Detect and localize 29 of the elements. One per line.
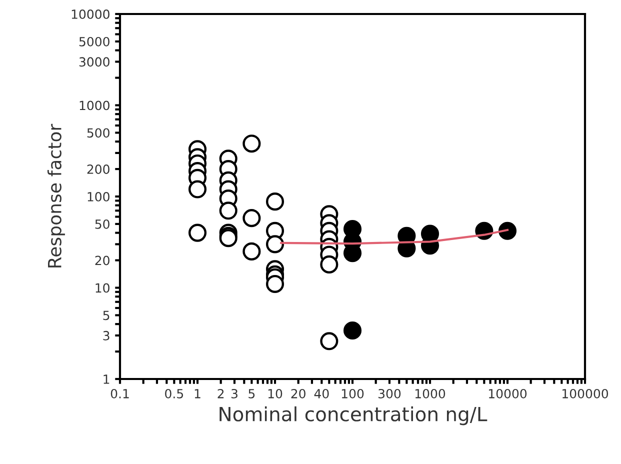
y-tick-label: 5000: [79, 36, 110, 46]
x-tick-label: 0.5: [165, 388, 184, 398]
x-tick-label: 20: [291, 388, 306, 398]
x-tick-label: 3: [231, 388, 238, 398]
x-tick-label: 5: [248, 389, 255, 398]
x-axis-title: Nominal concentration ng/L: [220, 406, 488, 426]
y-tick-label: 20: [95, 256, 110, 266]
y-tick-label: 3000: [79, 57, 110, 67]
y-tick-label: 50: [95, 219, 110, 229]
y-tick-label: 200: [87, 164, 110, 174]
y-tick-label: 100: [88, 192, 110, 202]
y-axis-title: Response factor: [47, 124, 65, 268]
x-tick-label: 1000: [415, 388, 446, 398]
x-tick-label: 2: [218, 388, 224, 398]
x-tick-label: 100000: [562, 388, 608, 398]
x-tick-label: 0.1: [110, 388, 129, 398]
y-tick-label: 1: [104, 374, 110, 384]
x-tick-label: 300: [378, 388, 401, 398]
x-tick-label: 10: [268, 388, 282, 398]
x-tick-label: 100: [342, 388, 364, 398]
y-tick-label: 500: [87, 128, 110, 138]
y-tick-label: 3: [103, 330, 110, 340]
y-tick-label: 10: [96, 283, 110, 293]
x-tick-label: 10000: [488, 388, 527, 398]
y-tick-label: 1000: [80, 100, 110, 110]
x-tick-label: 1: [194, 389, 200, 398]
y-tick-label: 5: [103, 310, 110, 320]
y-tick-label: 10000: [72, 9, 110, 19]
x-tick-label: 40: [314, 388, 329, 398]
